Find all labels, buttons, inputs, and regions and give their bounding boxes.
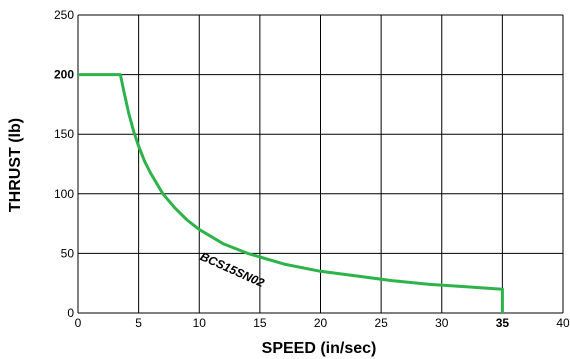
- x-tick-label: 30: [435, 316, 449, 330]
- x-tick-label: 15: [253, 316, 267, 330]
- grid: [77, 14, 564, 314]
- y-tick-label: 100: [54, 187, 74, 201]
- x-tick-label: 10: [193, 316, 207, 330]
- x-axis-label: SPEED (in/sec): [262, 340, 377, 357]
- x-tick-label: 35: [496, 316, 510, 330]
- x-tick-label: 5: [135, 316, 142, 330]
- y-axis-label: THRUST (lb): [7, 118, 24, 212]
- series-layer: [78, 73, 504, 313]
- x-tick-label: 20: [314, 316, 328, 330]
- series-line: [78, 73, 504, 313]
- y-tick-label: 150: [54, 127, 74, 141]
- tick-labels: 0 5 10 15 20 25 30 35 40 0 50 100 150 200 250: [54, 8, 570, 330]
- x-tick-label: 40: [556, 316, 570, 330]
- x-tick-label: 25: [374, 316, 388, 330]
- y-tick-label: 250: [54, 8, 74, 22]
- x-tick-label: 0: [75, 316, 82, 330]
- y-tick-label: 200: [54, 68, 74, 82]
- y-tick-label: 50: [61, 246, 75, 260]
- y-tick-label: 0: [67, 306, 74, 320]
